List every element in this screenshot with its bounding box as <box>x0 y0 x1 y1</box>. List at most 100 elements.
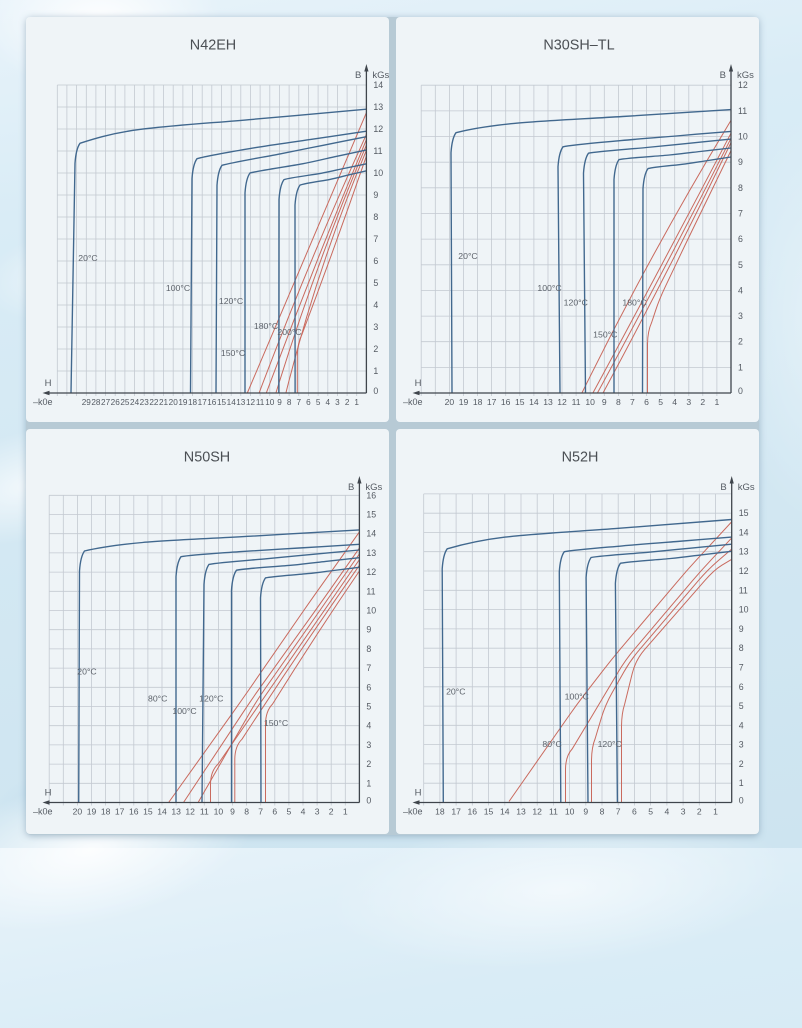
svg-text:3: 3 <box>366 740 371 750</box>
svg-text:180°C: 180°C <box>254 321 278 331</box>
svg-text:15: 15 <box>515 397 525 407</box>
svg-text:28: 28 <box>91 398 101 407</box>
svg-text:18: 18 <box>473 397 483 407</box>
svg-text:120°C: 120°C <box>219 296 243 306</box>
svg-text:0: 0 <box>739 796 744 806</box>
svg-text:5: 5 <box>738 260 743 270</box>
svg-text:20°C: 20°C <box>78 253 97 263</box>
svg-text:9: 9 <box>366 625 371 635</box>
svg-text:B: B <box>720 482 726 493</box>
svg-text:N52H: N52H <box>562 450 599 466</box>
svg-text:1: 1 <box>713 807 718 817</box>
svg-text:11: 11 <box>549 807 558 817</box>
svg-text:180°C: 180°C <box>622 298 646 308</box>
svg-text:13: 13 <box>366 548 376 558</box>
svg-text:20: 20 <box>445 397 455 407</box>
svg-text:150°C: 150°C <box>221 348 245 358</box>
svg-text:H: H <box>45 788 52 799</box>
svg-text:20°C: 20°C <box>446 686 465 696</box>
svg-text:6: 6 <box>738 234 743 244</box>
svg-text:23: 23 <box>140 398 150 407</box>
svg-text:8: 8 <box>366 644 371 654</box>
svg-text:H: H <box>415 378 422 389</box>
svg-text:14: 14 <box>373 80 383 90</box>
svg-text:100°C: 100°C <box>537 283 561 293</box>
svg-text:10: 10 <box>265 398 275 407</box>
svg-text:29: 29 <box>82 398 92 407</box>
svg-text:17: 17 <box>115 807 125 817</box>
svg-text:11: 11 <box>200 807 209 817</box>
svg-text:13: 13 <box>236 398 246 407</box>
svg-text:13: 13 <box>171 807 181 817</box>
svg-text:80°C: 80°C <box>542 739 561 749</box>
svg-text:B: B <box>720 70 726 81</box>
svg-text:9: 9 <box>277 398 282 407</box>
svg-text:B: B <box>348 482 354 493</box>
svg-text:27: 27 <box>101 398 111 407</box>
svg-text:6: 6 <box>306 398 311 407</box>
svg-text:kGs: kGs <box>738 482 755 493</box>
svg-text:120°C: 120°C <box>564 298 588 308</box>
svg-text:10: 10 <box>366 606 376 616</box>
svg-text:80°C: 80°C <box>148 694 167 704</box>
svg-text:10: 10 <box>739 605 749 615</box>
svg-text:10: 10 <box>214 807 224 817</box>
svg-text:14: 14 <box>500 807 510 817</box>
svg-text:1: 1 <box>373 366 378 376</box>
svg-text:7: 7 <box>258 807 263 817</box>
svg-text:6: 6 <box>632 807 637 817</box>
svg-text:8: 8 <box>616 397 621 407</box>
svg-text:1: 1 <box>715 397 720 407</box>
svg-text:5: 5 <box>658 397 663 407</box>
svg-text:9: 9 <box>602 397 607 407</box>
svg-text:3: 3 <box>335 398 340 407</box>
svg-text:3: 3 <box>681 807 686 817</box>
svg-text:150°C: 150°C <box>264 718 288 728</box>
svg-text:17: 17 <box>198 398 208 407</box>
svg-text:8: 8 <box>287 398 292 407</box>
svg-text:9: 9 <box>738 157 743 167</box>
svg-text:–k0e: –k0e <box>33 807 53 817</box>
svg-text:N42EH: N42EH <box>190 38 236 54</box>
svg-text:–k0e: –k0e <box>33 397 53 407</box>
svg-text:6: 6 <box>373 256 378 266</box>
svg-text:–k0e: –k0e <box>403 397 423 407</box>
svg-text:12: 12 <box>246 398 256 407</box>
svg-text:8: 8 <box>739 643 744 653</box>
svg-text:7: 7 <box>630 397 635 407</box>
svg-text:12: 12 <box>739 566 749 576</box>
svg-text:1: 1 <box>366 778 371 788</box>
svg-text:2: 2 <box>366 759 371 769</box>
svg-text:11: 11 <box>256 398 265 407</box>
svg-text:7: 7 <box>366 663 371 673</box>
svg-text:12: 12 <box>738 80 748 90</box>
svg-text:1: 1 <box>738 362 743 372</box>
svg-text:0: 0 <box>738 386 743 396</box>
svg-text:4: 4 <box>739 720 744 730</box>
svg-text:4: 4 <box>366 721 371 731</box>
svg-text:3: 3 <box>739 740 744 750</box>
svg-text:5: 5 <box>287 807 292 817</box>
svg-text:6: 6 <box>272 807 277 817</box>
svg-text:12: 12 <box>532 807 542 817</box>
svg-text:18: 18 <box>101 807 111 817</box>
svg-text:19: 19 <box>87 807 97 817</box>
svg-text:9: 9 <box>739 624 744 634</box>
svg-text:kGs: kGs <box>737 70 754 81</box>
svg-text:200°C: 200°C <box>277 327 301 337</box>
svg-text:14: 14 <box>157 807 167 817</box>
svg-text:13: 13 <box>373 102 383 112</box>
svg-text:7: 7 <box>297 398 302 407</box>
svg-text:8: 8 <box>600 807 605 817</box>
svg-text:13: 13 <box>739 547 749 557</box>
svg-text:11: 11 <box>366 586 375 596</box>
svg-text:6: 6 <box>739 682 744 692</box>
svg-text:0: 0 <box>366 796 371 806</box>
svg-text:120°C: 120°C <box>199 694 223 704</box>
svg-text:H: H <box>415 788 422 799</box>
svg-text:11: 11 <box>572 397 581 407</box>
svg-text:7: 7 <box>616 807 621 817</box>
svg-text:1: 1 <box>739 778 744 788</box>
svg-text:5: 5 <box>648 807 653 817</box>
svg-text:18: 18 <box>435 807 445 817</box>
